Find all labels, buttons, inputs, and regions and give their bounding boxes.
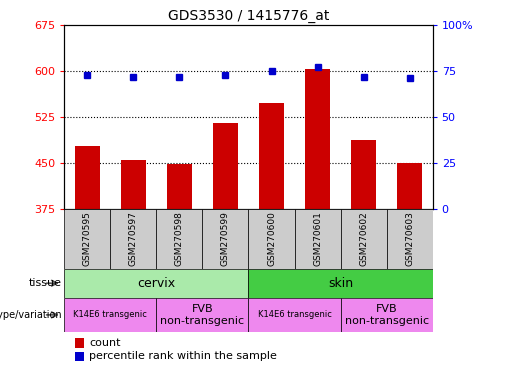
Bar — [167, 164, 192, 209]
Bar — [75, 146, 100, 209]
Bar — [351, 140, 376, 209]
Text: cervix: cervix — [138, 277, 176, 290]
FancyBboxPatch shape — [387, 209, 433, 269]
FancyBboxPatch shape — [157, 298, 248, 332]
Text: tissue: tissue — [29, 278, 62, 288]
Text: FVB
non-transgenic: FVB non-transgenic — [160, 304, 245, 326]
Text: GSM270598: GSM270598 — [175, 212, 184, 266]
Text: skin: skin — [328, 277, 353, 290]
Bar — [75, 338, 84, 348]
Text: FVB
non-transgenic: FVB non-transgenic — [345, 304, 428, 326]
Title: GDS3530 / 1415776_at: GDS3530 / 1415776_at — [168, 8, 329, 23]
FancyBboxPatch shape — [64, 269, 248, 298]
Text: count: count — [89, 338, 121, 348]
Text: GSM270597: GSM270597 — [129, 212, 138, 266]
FancyBboxPatch shape — [64, 298, 157, 332]
FancyBboxPatch shape — [157, 209, 202, 269]
Text: GSM270600: GSM270600 — [267, 212, 276, 266]
FancyBboxPatch shape — [248, 209, 295, 269]
FancyBboxPatch shape — [248, 269, 433, 298]
Text: genotype/variation: genotype/variation — [0, 310, 62, 320]
Bar — [305, 69, 330, 209]
FancyBboxPatch shape — [64, 209, 110, 269]
Text: GSM270595: GSM270595 — [83, 212, 92, 266]
FancyBboxPatch shape — [248, 298, 340, 332]
Text: GSM270599: GSM270599 — [221, 212, 230, 266]
Text: K14E6 transgenic: K14E6 transgenic — [74, 310, 147, 319]
Bar — [121, 160, 146, 209]
Text: GSM270601: GSM270601 — [313, 212, 322, 266]
Text: GSM270603: GSM270603 — [405, 212, 414, 266]
FancyBboxPatch shape — [110, 209, 157, 269]
Text: percentile rank within the sample: percentile rank within the sample — [89, 351, 277, 361]
FancyBboxPatch shape — [340, 209, 387, 269]
Text: K14E6 transgenic: K14E6 transgenic — [258, 310, 332, 319]
FancyBboxPatch shape — [295, 209, 340, 269]
Bar — [397, 162, 422, 209]
Bar — [75, 352, 84, 361]
Text: GSM270602: GSM270602 — [359, 212, 368, 266]
Bar — [259, 103, 284, 209]
FancyBboxPatch shape — [202, 209, 248, 269]
Bar — [213, 123, 238, 209]
FancyBboxPatch shape — [340, 298, 433, 332]
